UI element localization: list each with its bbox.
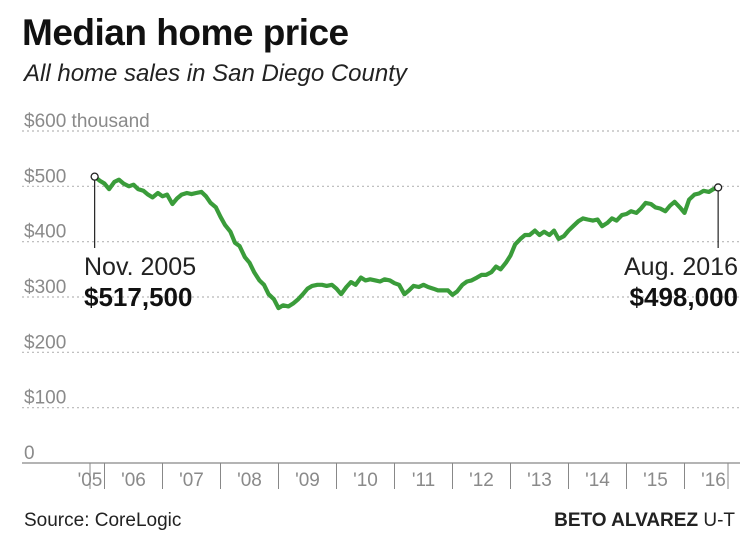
x-tick-label: '08 <box>237 470 262 491</box>
y-tick-label: $600 thousand <box>24 111 150 132</box>
endpoint-marker <box>90 172 99 181</box>
y-tick-label: $400 <box>24 222 66 243</box>
line-chart: $600 thousand $500 $400 $300 $200 $100 0 '05 '06… <box>22 111 740 491</box>
x-tick-label: '06 <box>121 470 146 491</box>
x-tick-label: '12 <box>469 470 494 491</box>
x-tick-label: '14 <box>585 470 610 491</box>
chart-title: Median home price <box>22 12 349 53</box>
annotation-value-label: $498,000 <box>630 282 738 312</box>
credit-line: BETO ALVAREZ U-T <box>554 510 735 532</box>
median-price-series-line <box>92 174 721 311</box>
credit-name: BETO ALVAREZ <box>554 510 699 531</box>
chart-subtitle: All home sales in San Diego County <box>24 60 407 87</box>
endpoint-marker <box>713 183 723 192</box>
x-tick-label: '10 <box>353 470 378 491</box>
y-tick-label: $100 <box>24 388 66 409</box>
y-tick-label: $500 <box>24 166 66 187</box>
x-tick-label: '15 <box>643 470 668 491</box>
x-tick-label: '07 <box>179 470 204 491</box>
y-tick-label: $300 <box>24 277 66 298</box>
y-tick-label: $200 <box>24 332 66 353</box>
annotation-value-label: $517,500 <box>84 282 192 312</box>
annotation-date-label: Nov. 2005 <box>84 253 196 281</box>
x-tick-label: '09 <box>295 470 320 491</box>
annotation-date-label: Aug. 2016 <box>624 253 738 281</box>
x-tick-label: '11 <box>412 470 435 491</box>
source-note: Source: CoreLogic <box>24 510 182 531</box>
x-tick-label: '05 <box>78 470 103 491</box>
y-tick-label: 0 <box>24 443 35 464</box>
credit-org: U-T <box>698 510 735 531</box>
x-tick-label: '13 <box>527 470 552 491</box>
x-tick-label: '16 <box>701 470 726 491</box>
